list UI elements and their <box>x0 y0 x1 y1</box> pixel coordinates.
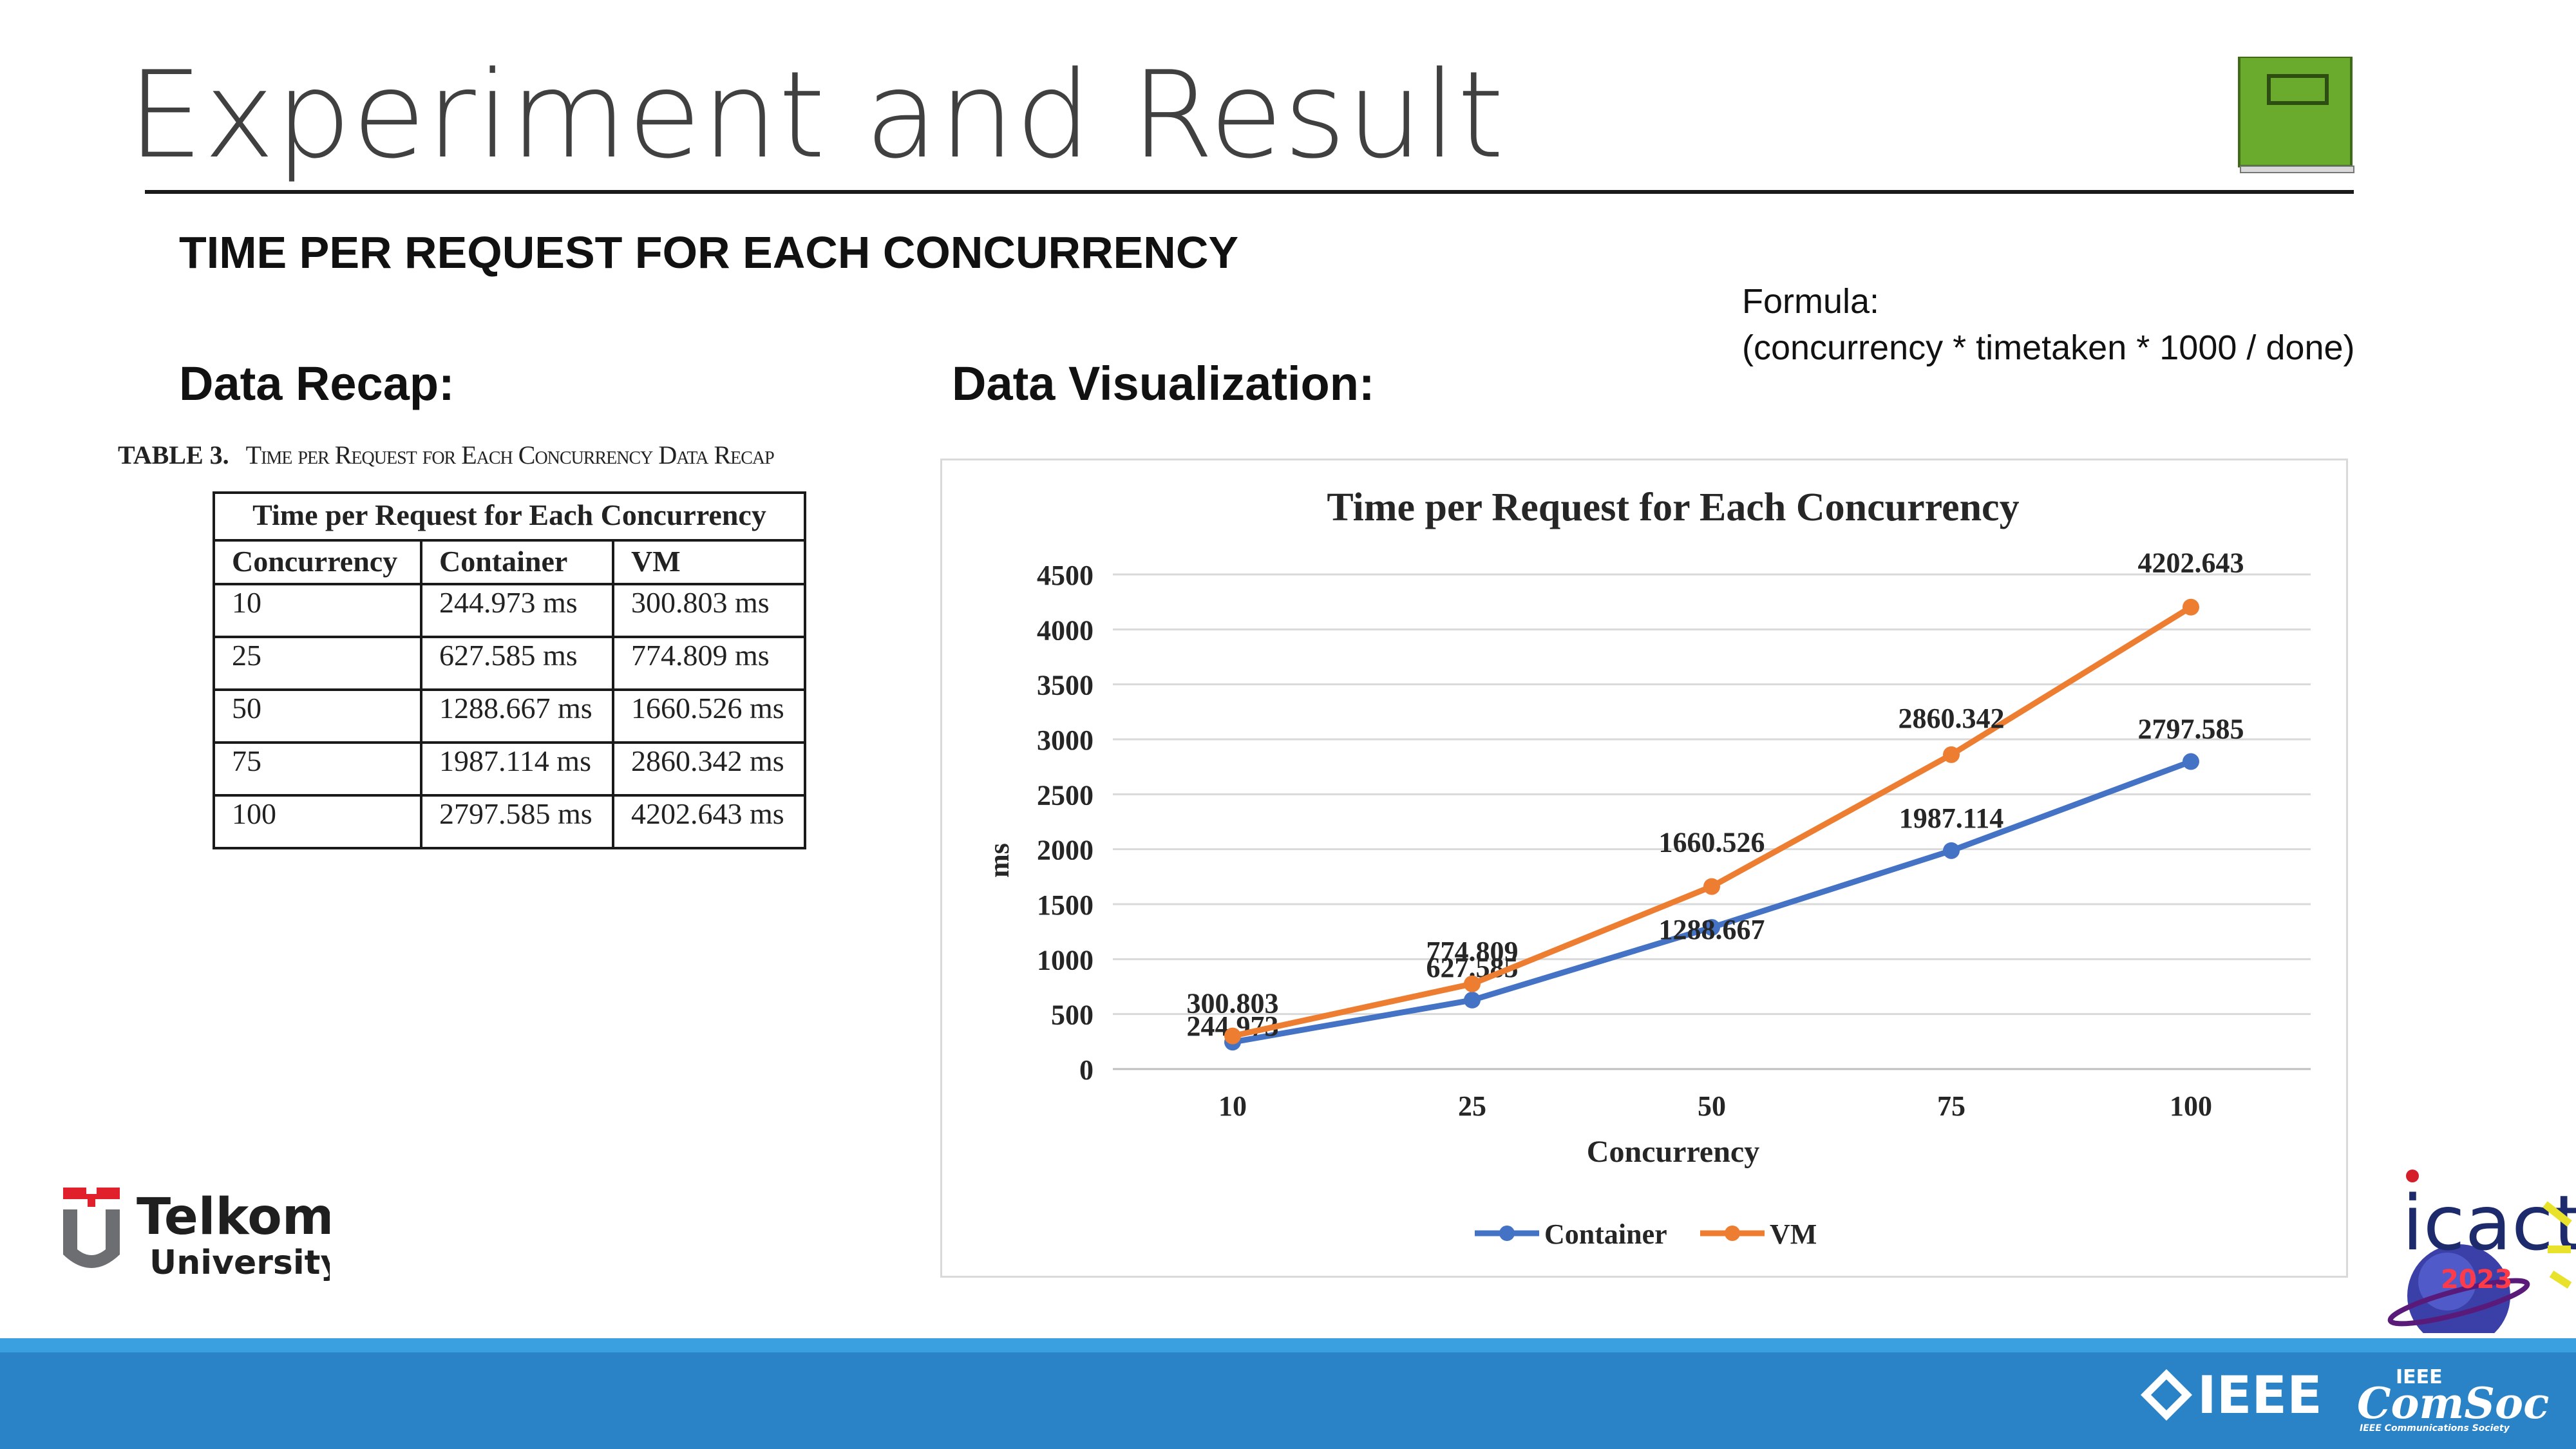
table-row: 10 244.973 ms 300.803 ms <box>213 583 806 638</box>
cell-concurrency: 10 <box>213 583 422 638</box>
cell-concurrency: 75 <box>213 741 422 797</box>
slide-title: Experiment and Result <box>128 45 1505 185</box>
y-tick-label: 0 <box>1079 1054 1094 1086</box>
cell-concurrency: 50 <box>213 688 422 744</box>
data-label: 774.809 <box>1426 936 1519 967</box>
chart-title: Time per Request for Each Concurrency <box>1327 486 2019 529</box>
table-row: 100 2797.585 ms 4202.643 ms <box>213 794 806 849</box>
legend-label: VM <box>1770 1218 1817 1250</box>
table-caption: TABLE 3. Time per Request for Each Concur… <box>118 440 775 470</box>
comsoc-logo-text: ComSoc <box>2357 1378 2549 1428</box>
cell-container: 244.973 ms <box>420 583 614 638</box>
x-tick-label: 10 <box>1218 1090 1247 1122</box>
x-tick-label: 25 <box>1458 1090 1486 1122</box>
data-label: 1987.114 <box>1899 802 2004 834</box>
data-label: 4202.643 <box>2138 547 2244 579</box>
data-label: 300.803 <box>1187 988 1279 1019</box>
x-axis-title: Concurrency <box>1587 1135 1759 1169</box>
table-caption-number: TABLE 3. <box>118 440 229 469</box>
series-line-vm <box>1229 604 2194 1039</box>
cell-container: 1987.114 ms <box>420 741 614 797</box>
formula-text: (concurrency * timetaken * 1000 / done) <box>1742 328 2355 367</box>
data-point <box>1943 842 1960 859</box>
data-label: 2797.585 <box>2138 714 2244 745</box>
table-row: 25 627.585 ms 774.809 ms <box>213 636 806 691</box>
ieee-logo-text: IEEE <box>2197 1365 2322 1425</box>
column-header-container: Container <box>420 539 614 585</box>
data-point <box>1703 919 1720 936</box>
y-axis-title: ms <box>983 843 1015 878</box>
cell-vm: 300.803 ms <box>612 583 806 638</box>
table-row: 50 1288.667 ms 1660.526 ms <box>213 688 806 744</box>
cell-concurrency: 25 <box>213 636 422 691</box>
data-point <box>1464 975 1481 992</box>
line-chart: Time per Request for Each Concurrency 0 50… <box>983 486 2311 1250</box>
y-tick-label: 3500 <box>1037 670 1094 701</box>
data-label: 2860.342 <box>1899 703 2005 734</box>
column-header-concurrency: Concurrency <box>213 539 422 585</box>
data-label: 1660.526 <box>1659 827 1765 858</box>
data-point <box>1943 746 1960 763</box>
x-tick-label: 100 <box>2170 1090 2212 1122</box>
y-tick-label: 2500 <box>1037 779 1094 811</box>
cell-concurrency: 100 <box>213 794 422 849</box>
footer-accent-line <box>0 1338 2576 1352</box>
cell-vm: 2860.342 ms <box>612 741 806 797</box>
telkom-logo-text: Telkom <box>137 1188 330 1246</box>
table-header: Time per Request for Each Concurrency <box>213 491 806 542</box>
cell-vm: 774.809 ms <box>612 636 806 691</box>
y-tick-label: 4500 <box>1037 560 1094 591</box>
y-tick-label: 3000 <box>1037 724 1094 756</box>
series-line-container <box>1229 759 2194 1045</box>
data-label: 1288.667 <box>1659 914 1765 945</box>
cell-container: 2797.585 ms <box>420 794 614 849</box>
comsoc-logo: IEEE ComSoc IEEE Communications Society <box>2357 1366 2549 1434</box>
comsoc-tagline: IEEE Communications Society <box>2360 1423 2510 1434</box>
cell-vm: 4202.643 ms <box>612 794 806 849</box>
icact-year-text: 2023 <box>2441 1265 2512 1294</box>
y-tick-label: 1000 <box>1037 944 1094 976</box>
chart-frame <box>940 459 2348 1278</box>
title-divider <box>145 190 2354 194</box>
x-tick-label: 75 <box>1937 1090 1965 1122</box>
icact-logo-text: icact <box>2402 1179 2576 1267</box>
y-tick-label: 4000 <box>1037 614 1094 646</box>
data-point <box>1224 1027 1241 1045</box>
book-icon <box>2238 57 2354 173</box>
data-point <box>1464 991 1481 1009</box>
formula-label: Formula: <box>1742 282 1880 321</box>
university-logo-text: University <box>149 1244 330 1282</box>
legend-marker <box>1499 1226 1515 1241</box>
telkom-university-logo: Telkom University <box>63 1188 330 1282</box>
data-visualization-heading: Data Visualization: <box>952 357 1375 410</box>
data-point <box>1703 878 1720 895</box>
table-row: 75 1987.114 ms 2860.342 ms <box>213 741 806 797</box>
formula-note: Formula: (concurrency * timetaken * 1000… <box>1742 278 2355 371</box>
cell-container: 1288.667 ms <box>420 688 614 744</box>
x-tick-label: 50 <box>1698 1090 1726 1122</box>
legend-marker <box>1725 1226 1740 1241</box>
legend-label: Container <box>1544 1218 1667 1250</box>
data-point <box>2183 598 2199 616</box>
comsoc-small-text: IEEE <box>2396 1366 2443 1388</box>
y-tick-label: 500 <box>1051 999 1094 1031</box>
data-recap-table: Time per Request for Each Concurrency Co… <box>213 491 806 849</box>
section-subtitle: TIME PER REQUEST FOR EACH CONCURRENCY <box>179 227 1239 278</box>
column-header-vm: VM <box>612 539 806 585</box>
cell-container: 627.585 ms <box>420 636 614 691</box>
table-caption-text: Time per Request for Each Concurrency Da… <box>245 440 775 469</box>
icact-2023-logo: icact 2023 <box>2387 1170 2576 1333</box>
data-recap-heading: Data Recap: <box>179 357 455 410</box>
cell-vm: 1660.526 ms <box>612 688 806 744</box>
data-point <box>2183 753 2199 770</box>
y-tick-label: 2000 <box>1037 835 1094 866</box>
ieee-logo: IEEE <box>2141 1365 2322 1425</box>
y-tick-label: 1500 <box>1037 889 1094 921</box>
